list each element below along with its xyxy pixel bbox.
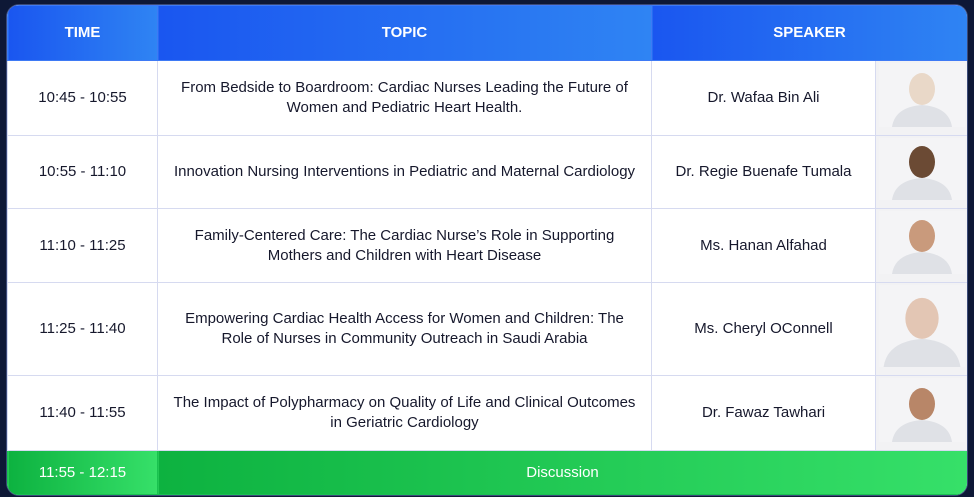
time-cell: 11:10 - 11:25: [7, 208, 158, 283]
agenda-row: 11:25 - 11:40 Empowering Cardiac Health A…: [7, 282, 967, 376]
agenda-table: TIME TOPIC SPEAKER 10:45 - 10:55 From Bed…: [7, 5, 967, 495]
speaker-cell: Ms. Hanan Alfahad: [651, 208, 876, 283]
speaker-photo: [875, 135, 967, 209]
photo-placeholder: [878, 378, 965, 442]
header-row: TIME TOPIC SPEAKER: [7, 5, 967, 61]
topic-cell: The Impact of Polypharmacy on Quality of…: [157, 375, 652, 451]
speaker-cell: Ms. Cheryl OConnell: [651, 282, 876, 376]
agenda-row: 11:40 - 11:55 The Impact of Polypharmacy …: [7, 375, 967, 451]
photo-placeholder: [878, 63, 965, 127]
photo-placeholder: [878, 210, 965, 274]
speaker-photo: [875, 375, 967, 451]
header-cell: TOPIC: [157, 5, 652, 61]
speaker-photo: [875, 60, 967, 136]
topic-cell: Innovation Nursing Interventions in Pedi…: [157, 135, 652, 209]
agenda-row: 10:45 - 10:55 From Bedside to Boardroom: …: [7, 60, 967, 136]
speaker-cell: Dr. Fawaz Tawhari: [651, 375, 876, 451]
time-cell: 10:55 - 11:10: [7, 135, 158, 209]
header-cell: SPEAKER: [651, 5, 967, 61]
discussion-cell: Discussion: [157, 450, 967, 495]
photo-placeholder: [866, 285, 967, 367]
speaker-cell: Dr. Wafaa Bin Ali: [651, 60, 876, 136]
speaker-photo: [875, 208, 967, 283]
agenda-panel: TIME TOPIC SPEAKER 10:45 - 10:55 From Bed…: [7, 5, 967, 495]
topic-cell: Family-Centered Care: The Cardiac Nurse’…: [157, 208, 652, 283]
topic-cell: Empowering Cardiac Health Access for Wom…: [157, 282, 652, 376]
topic-cell: From Bedside to Boardroom: Cardiac Nurse…: [157, 60, 652, 136]
speaker-photo: [866, 282, 967, 376]
speaker-cell: Dr. Regie Buenafe Tumala: [651, 135, 876, 209]
discussion-row: 11:55 - 12:15 Discussion: [7, 450, 967, 495]
time-cell: 10:45 - 10:55: [7, 60, 158, 136]
photo-placeholder: [878, 136, 965, 200]
agenda-row: 10:55 - 11:10 Innovation Nursing Interven…: [7, 135, 967, 209]
header-cell: TIME: [7, 5, 158, 61]
time-cell: 11:25 - 11:40: [7, 282, 158, 376]
agenda-row: 11:10 - 11:25 Family-Centered Care: The C…: [7, 208, 967, 283]
time-cell: 11:55 - 12:15: [7, 450, 158, 495]
time-cell: 11:40 - 11:55: [7, 375, 158, 451]
